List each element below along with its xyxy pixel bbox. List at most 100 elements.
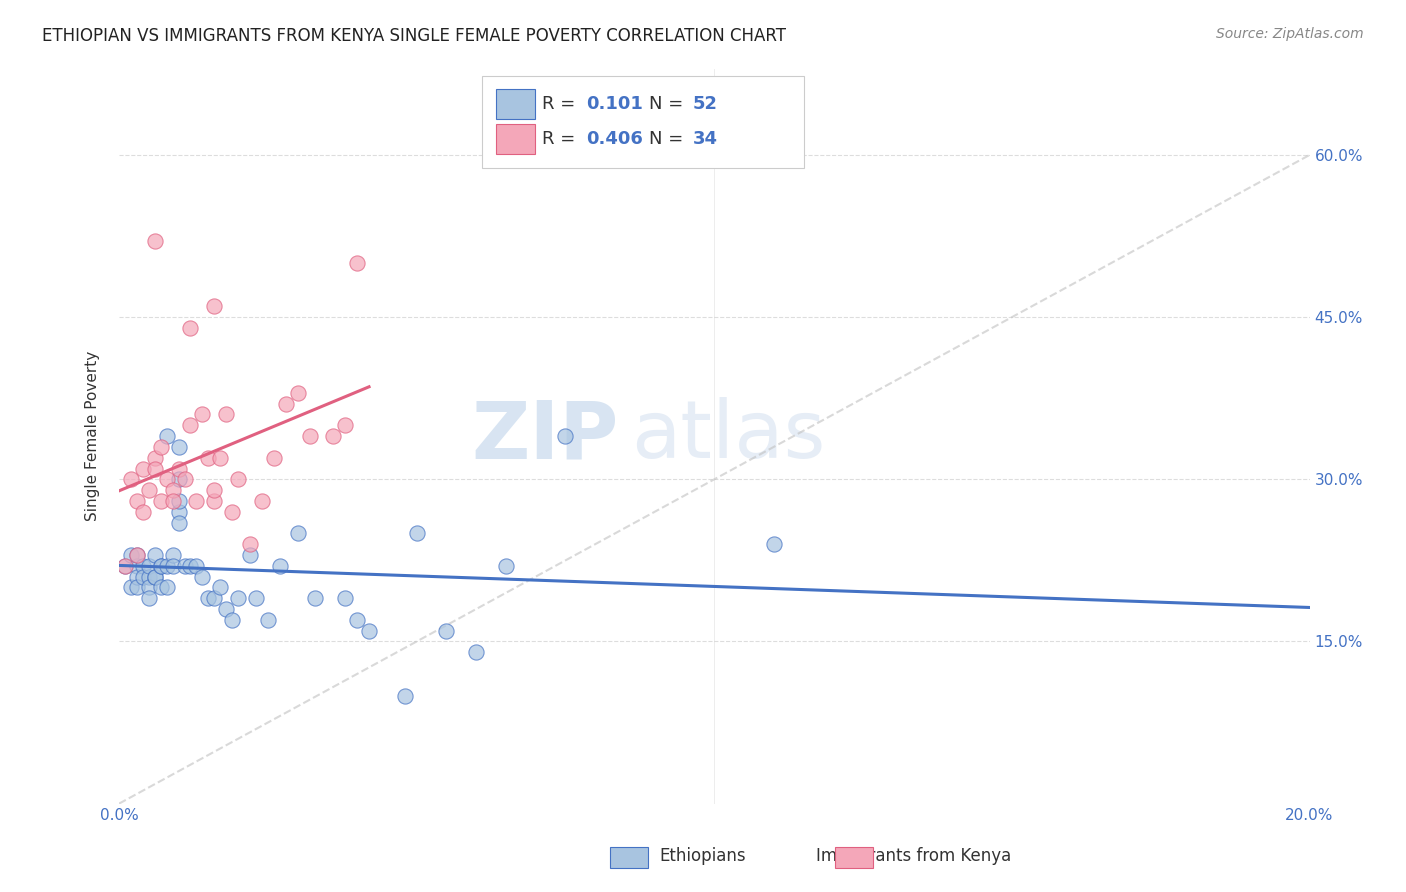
Point <box>495 558 517 573</box>
Point <box>226 472 249 486</box>
Point <box>197 591 219 606</box>
Point <box>346 613 368 627</box>
Point <box>120 548 142 562</box>
Text: 0.101: 0.101 <box>586 95 643 112</box>
Y-axis label: Single Female Poverty: Single Female Poverty <box>86 351 100 521</box>
Point <box>202 494 225 508</box>
Text: R =: R = <box>541 130 581 148</box>
Point <box>125 548 148 562</box>
Point <box>436 624 458 638</box>
Point <box>162 558 184 573</box>
Point <box>149 494 172 508</box>
Point <box>125 569 148 583</box>
Point <box>143 450 166 465</box>
Text: N =: N = <box>648 130 689 148</box>
Point <box>138 483 160 497</box>
Point <box>209 581 232 595</box>
Point <box>156 581 179 595</box>
Point <box>762 537 785 551</box>
Point <box>143 548 166 562</box>
Point <box>245 591 267 606</box>
Point <box>162 548 184 562</box>
Point <box>287 526 309 541</box>
Point <box>257 613 280 627</box>
Text: ZIP: ZIP <box>472 397 619 475</box>
Point <box>149 440 172 454</box>
Point <box>143 569 166 583</box>
Point <box>167 440 190 454</box>
Point <box>335 591 357 606</box>
Point <box>162 483 184 497</box>
Point <box>156 558 179 573</box>
Point <box>138 581 160 595</box>
Point <box>125 494 148 508</box>
Point <box>197 450 219 465</box>
Point <box>322 429 344 443</box>
Point <box>250 494 273 508</box>
Point <box>405 526 427 541</box>
Text: ETHIOPIAN VS IMMIGRANTS FROM KENYA SINGLE FEMALE POVERTY CORRELATION CHART: ETHIOPIAN VS IMMIGRANTS FROM KENYA SINGL… <box>42 27 786 45</box>
Point <box>357 624 380 638</box>
Point <box>239 548 262 562</box>
Point <box>221 613 243 627</box>
Point <box>132 461 155 475</box>
Point <box>202 483 225 497</box>
Point <box>465 645 488 659</box>
Point <box>215 408 238 422</box>
Point <box>191 408 214 422</box>
Point <box>114 558 136 573</box>
Text: 52: 52 <box>693 95 718 112</box>
Point <box>186 494 208 508</box>
Text: atlas: atlas <box>631 397 825 475</box>
Point <box>120 472 142 486</box>
Point <box>167 505 190 519</box>
Point <box>226 591 249 606</box>
Point <box>209 450 232 465</box>
Point <box>162 494 184 508</box>
Point <box>179 418 201 433</box>
Point <box>132 558 155 573</box>
Text: Ethiopians: Ethiopians <box>659 847 747 865</box>
FancyBboxPatch shape <box>482 76 804 168</box>
Point <box>138 558 160 573</box>
Point <box>554 429 576 443</box>
Point <box>269 558 291 573</box>
Point <box>125 558 148 573</box>
Point <box>125 581 148 595</box>
Point <box>173 472 195 486</box>
Point <box>167 472 190 486</box>
Point <box>239 537 262 551</box>
Point <box>143 461 166 475</box>
Point <box>173 558 195 573</box>
Text: R =: R = <box>541 95 581 112</box>
Point <box>167 516 190 530</box>
Point <box>132 505 155 519</box>
FancyBboxPatch shape <box>496 89 534 119</box>
Point <box>156 429 179 443</box>
Point <box>274 397 297 411</box>
Point <box>215 602 238 616</box>
Point <box>335 418 357 433</box>
Text: Source: ZipAtlas.com: Source: ZipAtlas.com <box>1216 27 1364 41</box>
Text: 34: 34 <box>693 130 718 148</box>
Point <box>263 450 285 465</box>
Point <box>179 321 201 335</box>
Point <box>179 558 201 573</box>
Point <box>167 461 190 475</box>
Point <box>202 591 225 606</box>
Point <box>156 472 179 486</box>
Point <box>114 558 136 573</box>
Point <box>167 494 190 508</box>
Point <box>304 591 326 606</box>
Text: 0.406: 0.406 <box>586 130 643 148</box>
Point <box>149 558 172 573</box>
Text: Immigrants from Kenya: Immigrants from Kenya <box>817 847 1011 865</box>
Point <box>298 429 321 443</box>
Text: N =: N = <box>648 95 689 112</box>
Point <box>132 569 155 583</box>
Point <box>287 385 309 400</box>
FancyBboxPatch shape <box>496 124 534 153</box>
Point <box>138 569 160 583</box>
Point <box>149 581 172 595</box>
Point <box>186 558 208 573</box>
